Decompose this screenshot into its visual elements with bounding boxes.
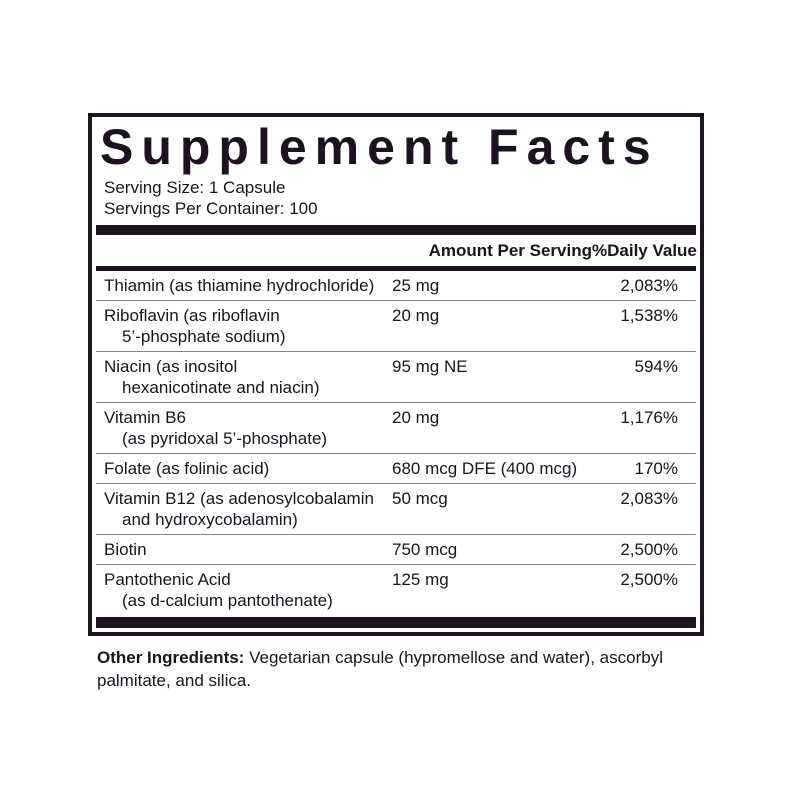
nutrient-name: Vitamin B6 xyxy=(104,408,186,427)
nutrient-daily-value: 594% xyxy=(634,357,678,376)
nutrient-name: Riboflavin (as riboflavin xyxy=(104,306,280,325)
bottom-thick-divider xyxy=(96,617,696,628)
nutrient-source: (as pyridoxal 5’-phosphate) xyxy=(122,429,328,448)
nutrient-amount: 20 mg xyxy=(392,408,440,427)
nutrient-source: (as d-calcium pantothenate) xyxy=(122,591,333,610)
table-row: Riboflavin (as riboflavin 20 mg 1,538% 5’-p… xyxy=(96,301,696,352)
amount-header: Amount Per Serving xyxy=(428,241,592,260)
serving-size: Serving Size: 1 Capsule xyxy=(104,178,286,197)
medium-divider xyxy=(96,266,696,271)
thick-divider xyxy=(96,225,696,235)
nutrient-source: hexanicotinate and niacin) xyxy=(122,378,320,397)
table-row: Folate (as folinic acid) 680 mcg DFE (400… xyxy=(96,454,696,484)
table-row: Vitamin B12 (as adenosylcobalamin 50 mcg 2… xyxy=(96,484,696,535)
nutrient-name: Folate (as folinic acid) xyxy=(104,459,270,478)
table-row: Biotin 750 mcg 2,500% xyxy=(96,535,696,565)
nutrient-amount: 680 mcg DFE (400 mcg) xyxy=(392,459,578,478)
nutrient-amount: 95 mg NE xyxy=(392,357,468,376)
nutrient-amount: 125 mg xyxy=(392,570,449,589)
daily-value-header: %Daily Value xyxy=(592,241,697,260)
nutrient-daily-value: 1,176% xyxy=(620,408,678,427)
panel-title: Supplement Facts xyxy=(100,119,659,175)
nutrient-name: Biotin xyxy=(104,540,147,559)
servings-per-container: Servings Per Container: 100 xyxy=(104,199,318,218)
nutrient-name: Pantothenic Acid xyxy=(104,570,231,589)
table-row: Vitamin B6 20 mg 1,176% (as pyridoxal 5’-ph… xyxy=(96,403,696,454)
table-row: Thiamin (as thiamine hydrochloride) 25 mg… xyxy=(96,271,696,301)
nutrient-name: Niacin (as inositol xyxy=(104,357,238,376)
supplement-facts-panel: Supplement Facts Serving Size: 1 Capsule… xyxy=(88,113,704,636)
table-row: Niacin (as inositol 95 mg NE 594% hexanicot… xyxy=(96,352,696,403)
nutrient-table: Thiamin (as thiamine hydrochloride) 25 mg… xyxy=(96,271,696,615)
nutrient-amount: 25 mg xyxy=(392,276,440,295)
nutrient-daily-value: 1,538% xyxy=(620,306,678,325)
nutrient-daily-value: 170% xyxy=(634,459,678,478)
column-header: Amount Per Serving %Daily Value xyxy=(96,235,697,266)
nutrient-name: Thiamin (as thiamine hydrochloride) xyxy=(104,276,375,295)
nutrient-daily-value: 2,500% xyxy=(620,570,678,589)
nutrient-daily-value: 2,083% xyxy=(620,276,678,295)
nutrient-daily-value: 2,500% xyxy=(620,540,678,559)
nutrient-source: 5’-phosphate sodium) xyxy=(122,327,286,346)
nutrient-amount: 50 mcg xyxy=(392,489,448,508)
other-ingredients: Other Ingredients: Vegetarian capsule (h… xyxy=(97,646,707,692)
nutrient-daily-value: 2,083% xyxy=(620,489,678,508)
nutrient-amount: 20 mg xyxy=(392,306,440,325)
table-row: Pantothenic Acid 125 mg 2,500% (as d-calciu… xyxy=(96,565,696,615)
other-ingredients-text: Vegetarian capsule (hypromellose and wat… xyxy=(97,648,663,690)
nutrient-amount: 750 mcg xyxy=(392,540,458,559)
nutrient-name: Vitamin B12 (as adenosylcobalamin xyxy=(104,489,374,508)
nutrient-source: and hydroxycobalamin) xyxy=(122,510,298,529)
other-ingredients-label: Other Ingredients: xyxy=(97,648,245,667)
